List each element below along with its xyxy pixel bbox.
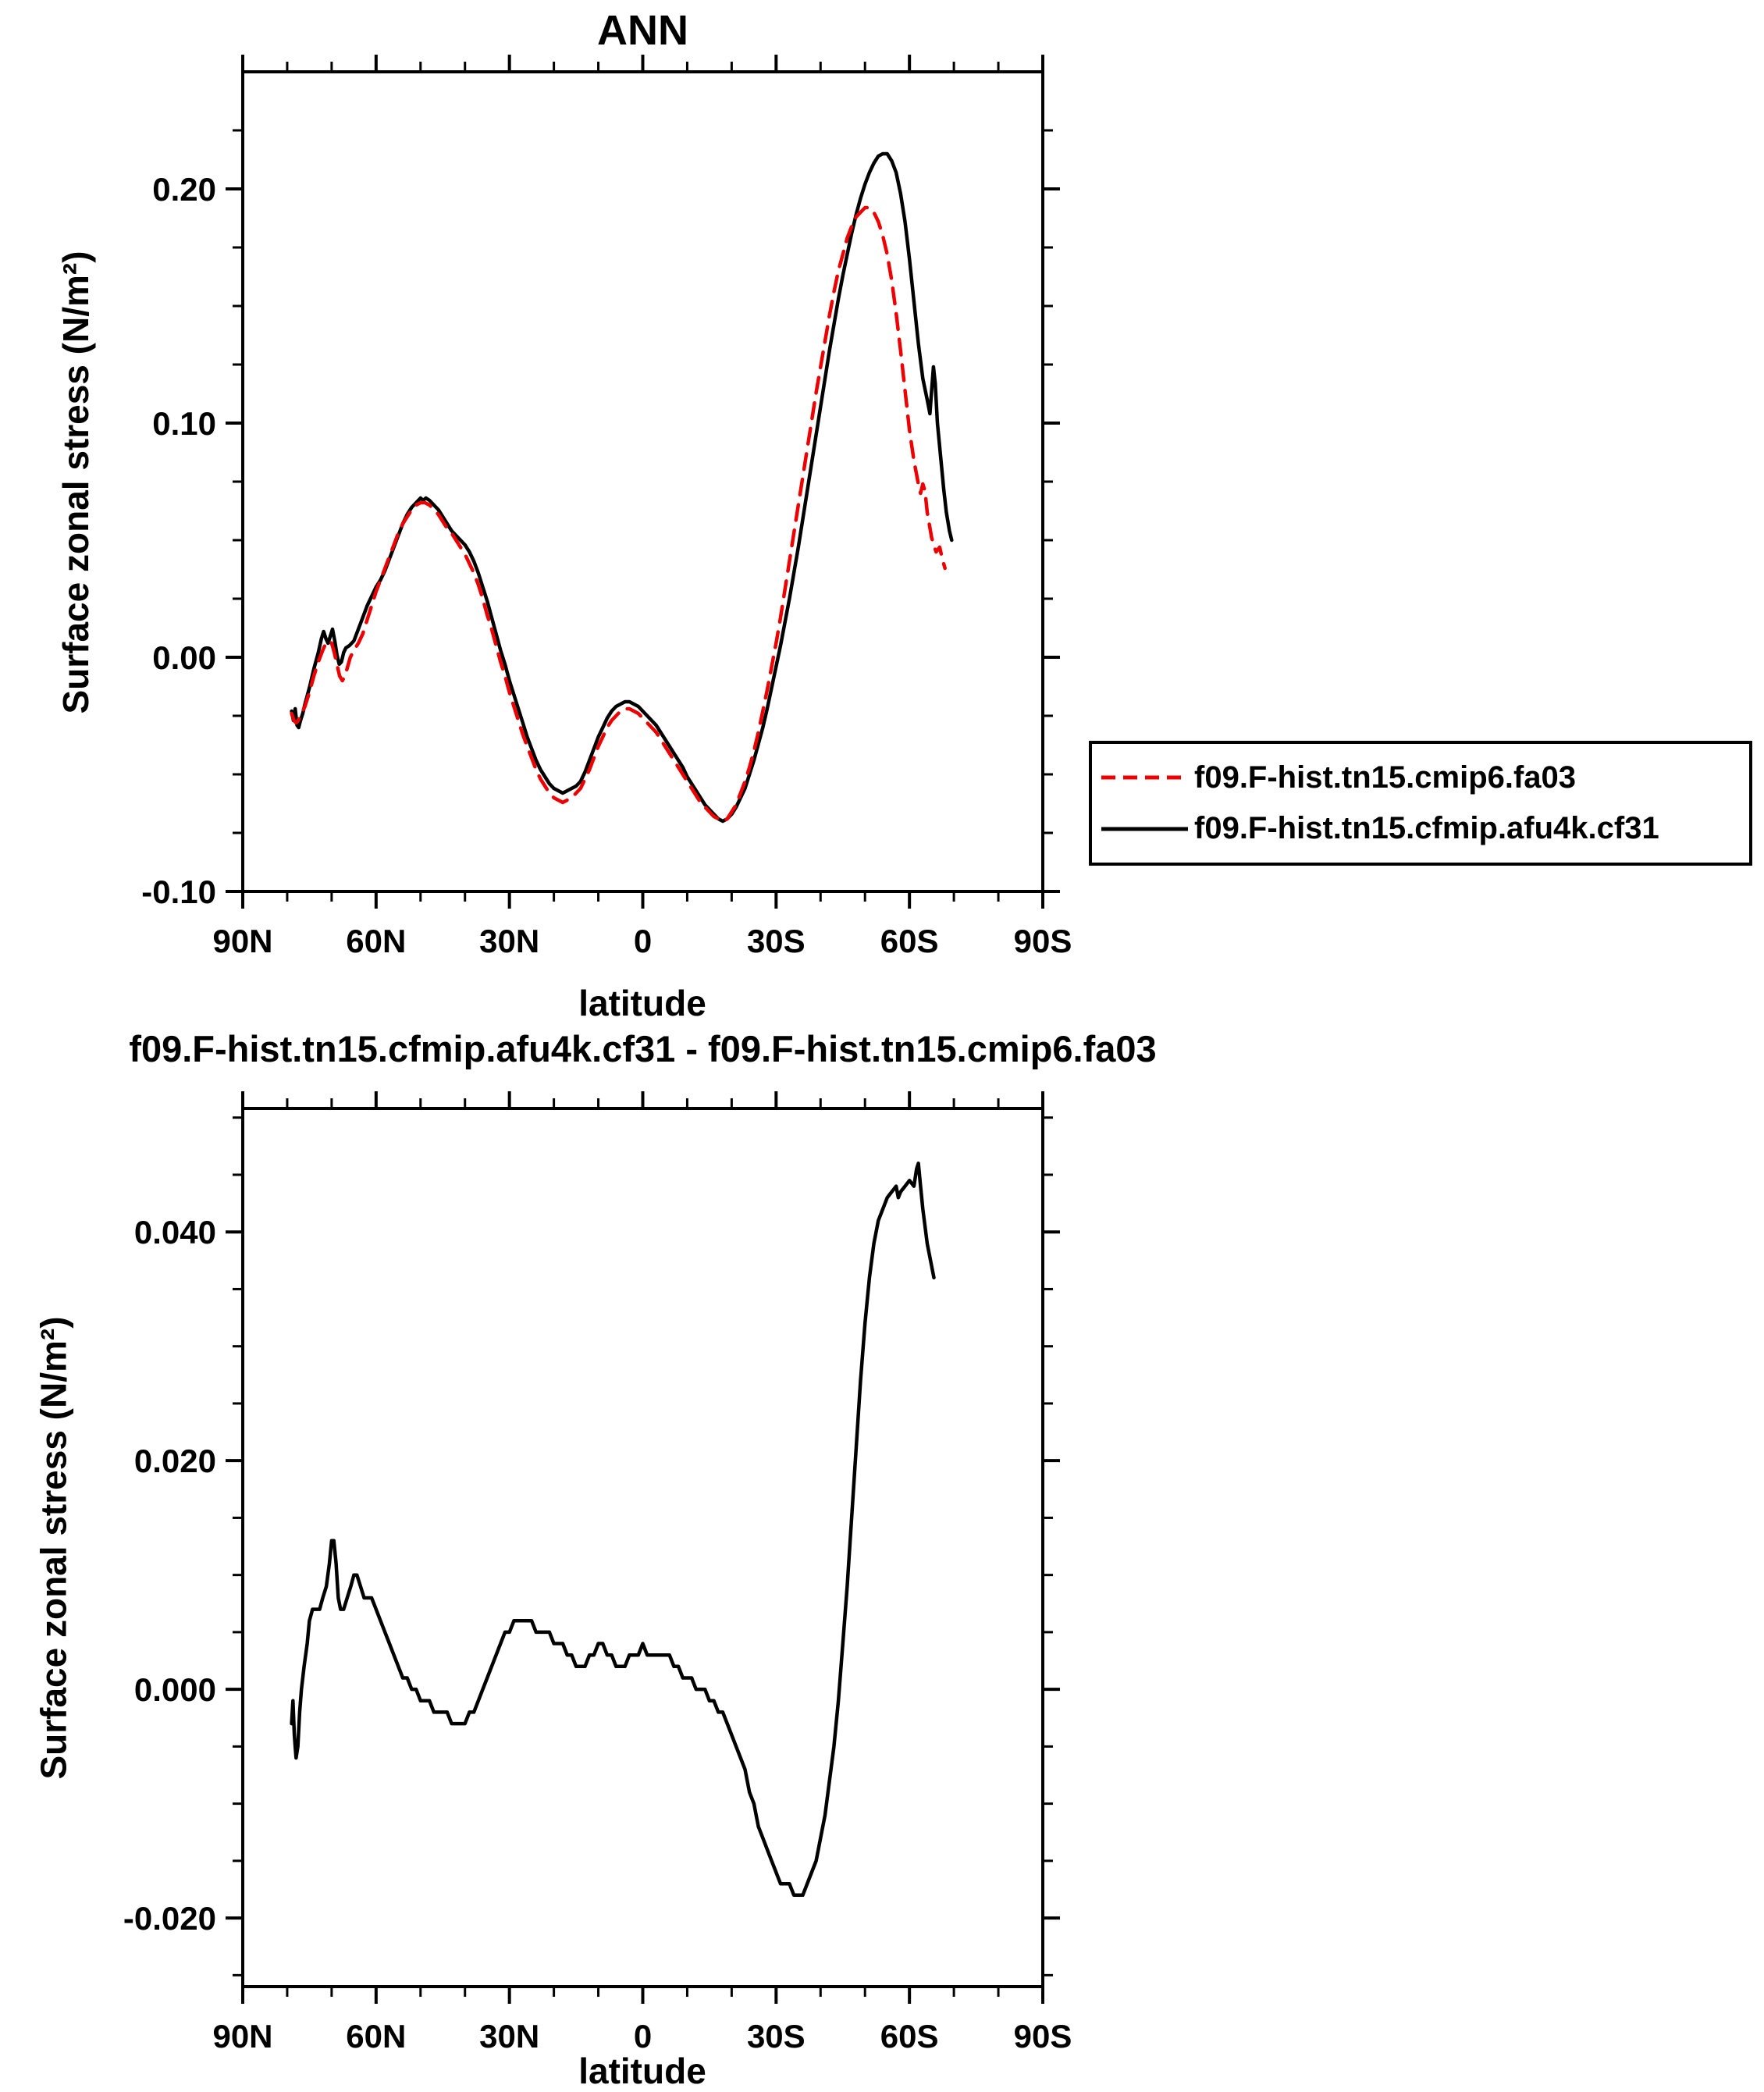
- svg-text:0: 0: [634, 923, 652, 959]
- svg-text:90N: 90N: [212, 2018, 272, 2055]
- top-chart-title: ANN: [597, 7, 688, 54]
- svg-text:60S: 60S: [880, 923, 939, 959]
- legend-dashed-red-line-sample: [1101, 775, 1188, 780]
- legend-label-cfmip: f09.F-hist.tn15.cfmip.afu4k.cf31: [1194, 811, 1659, 846]
- legend-label-cmip6: f09.F-hist.tn15.cmip6.fa03: [1194, 760, 1577, 795]
- svg-text:90N: 90N: [212, 923, 272, 959]
- svg-text:30N: 30N: [479, 923, 539, 959]
- svg-text:60N: 60N: [346, 2018, 406, 2055]
- bottom-x-axis-label: latitude: [578, 2051, 706, 2091]
- bottom-chart-title: f09.F-hist.tn15.cfmip.afu4k.cf31 - f09.F…: [129, 1028, 1157, 1069]
- legend-row: f09.F-hist.tn15.cfmip.afu4k.cf31: [1100, 811, 1749, 846]
- svg-text:30S: 30S: [747, 2018, 806, 2055]
- svg-text:0.10: 0.10: [152, 405, 216, 442]
- top-x-axis-label: latitude: [578, 983, 706, 1023]
- svg-text:0.20: 0.20: [152, 171, 216, 208]
- svg-text:0.000: 0.000: [134, 1671, 216, 1708]
- bottom-y-axis-label: Surface zonal stress (N/m²): [33, 1316, 74, 1780]
- svg-text:-0.10: -0.10: [141, 873, 216, 910]
- top-y-axis-label: Surface zonal stress (N/m²): [55, 251, 96, 714]
- svg-text:90S: 90S: [1014, 2018, 1072, 2055]
- svg-text:90S: 90S: [1014, 923, 1072, 959]
- svg-text:0: 0: [634, 2018, 652, 2055]
- svg-text:30N: 30N: [479, 2018, 539, 2055]
- svg-text:60S: 60S: [880, 2018, 939, 2055]
- svg-text:30S: 30S: [747, 923, 806, 959]
- svg-text:60N: 60N: [346, 923, 406, 959]
- svg-text:0.00: 0.00: [152, 639, 216, 676]
- legend-solid-black-line-sample: [1101, 827, 1188, 831]
- svg-text:-0.020: -0.020: [123, 1900, 216, 1937]
- legend-row: f09.F-hist.tn15.cmip6.fa03: [1100, 760, 1749, 795]
- legend: f09.F-hist.tn15.cmip6.fa03 f09.F-hist.tn…: [1089, 741, 1752, 866]
- svg-text:0.040: 0.040: [134, 1214, 216, 1251]
- svg-text:0.020: 0.020: [134, 1443, 216, 1479]
